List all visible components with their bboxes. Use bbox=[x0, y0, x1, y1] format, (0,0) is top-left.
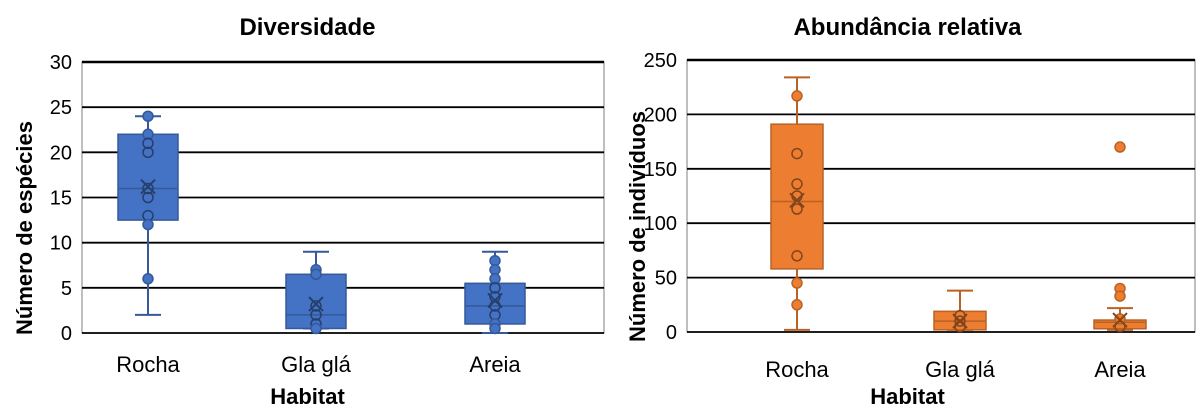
y-tick-label: 50 bbox=[655, 268, 677, 290]
y-tick-label: 200 bbox=[644, 104, 677, 126]
data-point bbox=[791, 178, 803, 190]
data-point bbox=[142, 137, 154, 150]
data-point bbox=[310, 309, 322, 321]
box bbox=[464, 282, 526, 325]
data-point bbox=[489, 322, 501, 335]
data-point bbox=[954, 315, 966, 327]
data-point bbox=[791, 277, 803, 289]
data-point bbox=[142, 182, 154, 195]
mean-marker bbox=[308, 296, 324, 312]
box-plot-diversidade: 0 5 10 15 20 25 30 Rocha Gla glá Areia bbox=[50, 52, 605, 377]
data-point bbox=[310, 300, 322, 312]
x-tick-label: Rocha bbox=[116, 352, 180, 377]
data-point bbox=[791, 250, 803, 262]
chart-title: Abundância relativa bbox=[793, 14, 1022, 41]
data-point bbox=[142, 128, 154, 141]
data-point bbox=[310, 322, 322, 335]
data-point bbox=[489, 273, 501, 285]
x-axis-title: Habitat bbox=[870, 384, 945, 409]
x-tick-label: Gla glá bbox=[925, 357, 995, 382]
y-tick-label: 100 bbox=[644, 213, 677, 235]
y-tick-label: 30 bbox=[50, 52, 72, 74]
y-tick-label: 10 bbox=[50, 233, 72, 255]
chart-title: Diversidade bbox=[239, 14, 376, 41]
data-point bbox=[142, 110, 154, 122]
data-point bbox=[791, 299, 803, 311]
data-point bbox=[489, 282, 501, 294]
data-point bbox=[142, 218, 154, 231]
data-point bbox=[1114, 290, 1126, 302]
data-point bbox=[142, 191, 154, 204]
box bbox=[770, 123, 824, 270]
mean-marker bbox=[487, 292, 503, 309]
y-tick-label: 0 bbox=[666, 322, 677, 344]
x-tick-label: Rocha bbox=[765, 357, 829, 382]
chart-diversidade: Diversidade Número de espécies Habitat 0… bbox=[12, 14, 605, 409]
data-point bbox=[310, 268, 322, 281]
x-axis-title: Habitat bbox=[270, 384, 345, 409]
data-point bbox=[1114, 141, 1126, 153]
data-point bbox=[142, 146, 154, 159]
data-point bbox=[142, 273, 154, 285]
y-tick-label: 5 bbox=[61, 278, 72, 300]
data-point bbox=[791, 203, 803, 215]
y-tick-label: 0 bbox=[61, 323, 72, 345]
y-tick-label: 15 bbox=[50, 188, 72, 210]
y-tick-label: 250 bbox=[644, 50, 677, 72]
y-tick-label: 20 bbox=[50, 142, 72, 164]
x-tick-label: Areia bbox=[1094, 357, 1146, 382]
mean-marker bbox=[789, 192, 805, 209]
data-point bbox=[1114, 320, 1126, 333]
mean-marker bbox=[140, 178, 156, 195]
mean-marker bbox=[1112, 312, 1128, 328]
y-tick-label: 25 bbox=[50, 97, 72, 119]
y-tick-label: 150 bbox=[644, 159, 677, 181]
box-plot-abundancia: 0 50 100 150 200 250 Rocha Gla glá Areia bbox=[644, 50, 1196, 382]
x-tick-label: Gla glá bbox=[281, 352, 351, 377]
chart-abundancia: Abundância relativa Número de indivíduos… bbox=[615, 0, 1200, 414]
data-point bbox=[791, 90, 803, 102]
x-tick-label: Areia bbox=[469, 352, 521, 377]
data-point bbox=[791, 147, 803, 160]
mean-marker bbox=[952, 313, 968, 329]
